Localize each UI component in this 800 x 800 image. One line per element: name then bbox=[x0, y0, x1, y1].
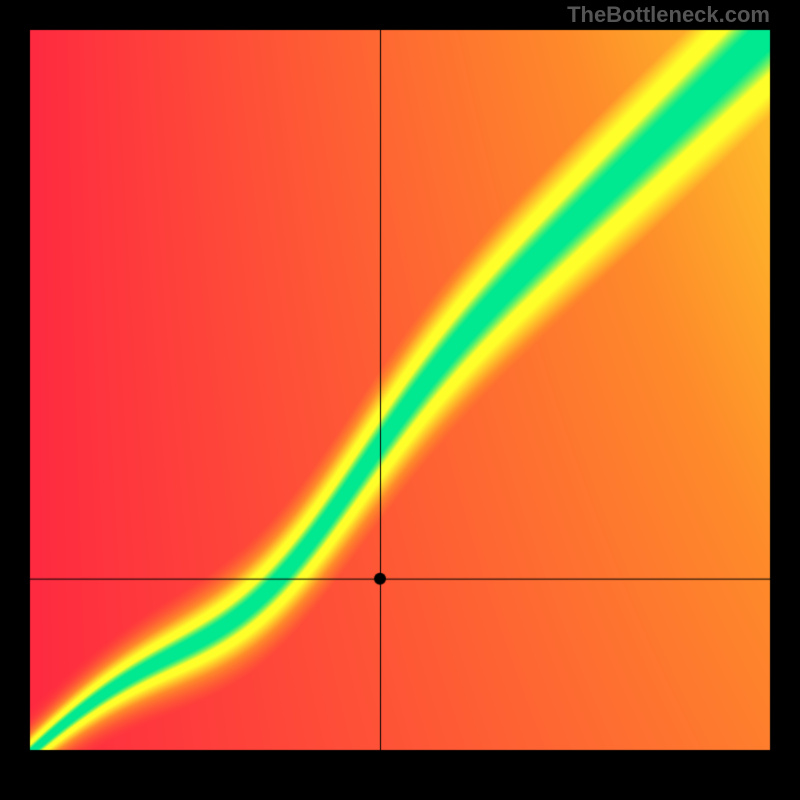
heatmap-canvas bbox=[0, 0, 800, 800]
watermark-text: TheBottleneck.com bbox=[567, 2, 770, 28]
chart-container: TheBottleneck.com bbox=[0, 0, 800, 800]
